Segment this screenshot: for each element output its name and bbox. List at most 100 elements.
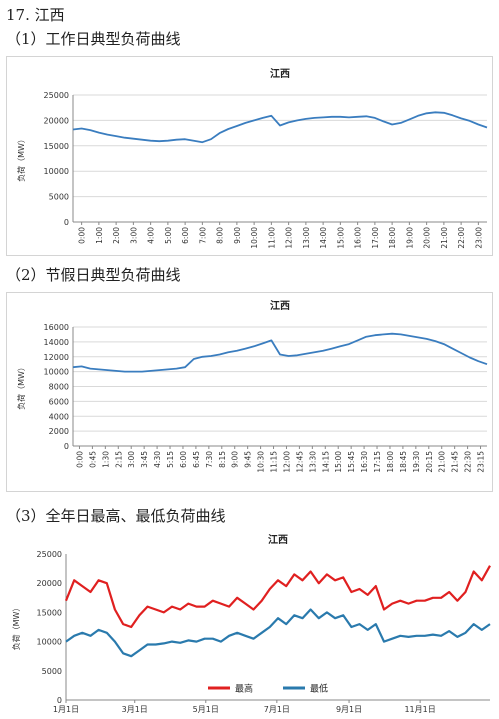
y-tick-label: 25000 <box>37 550 62 559</box>
x-tick-label: 23:15 <box>477 451 486 473</box>
x-tick-label: 14:15 <box>321 451 330 473</box>
y-axis-label: 负荷（MW） <box>16 135 26 182</box>
x-tick-label: 3:00 <box>127 451 136 468</box>
chart-2-box: 江西 0 2000 4000 6000 8000 10000 12000 14000 16000 负… <box>6 292 493 492</box>
x-tick-label: 9:45 <box>244 451 253 468</box>
y-tick-label: 10000 <box>37 638 62 647</box>
x-tick-label: 12:00 <box>285 227 294 249</box>
chart-title: 江西 <box>268 533 288 546</box>
x-tick-label: 5:00 <box>164 227 173 244</box>
holiday-load-chart: 江西 0 2000 4000 6000 8000 10000 12000 14000 16000 负… <box>16 299 488 473</box>
x-tick-label: 6:00 <box>181 227 190 244</box>
legend-label-1: 最高 <box>235 683 253 695</box>
x-tick-label: 7:30 <box>205 451 214 468</box>
series-line-1 <box>64 565 491 629</box>
x-tick-label: 13:30 <box>308 451 317 473</box>
chart-3-heading: （3）全年日最高、最低负荷曲线 <box>6 507 226 525</box>
x-tick-label: 1:30 <box>101 451 110 468</box>
x-tick-label: 12:45 <box>295 451 304 473</box>
y-tick-label: 25000 <box>44 91 69 100</box>
chart-1-box: 江西 0 5000 10000 15000 20000 25000 负荷（MW） 0:00 1:0… <box>6 56 493 256</box>
y-tick-label: 4000 <box>49 412 69 421</box>
y-tick-label: 10000 <box>44 167 69 176</box>
x-tick-label: 7月1日 <box>264 705 290 714</box>
x-tick-label: 8:15 <box>218 451 227 468</box>
x-tick-label: 5:15 <box>166 451 175 468</box>
x-tick-label: 18:45 <box>399 451 408 473</box>
x-tick-label: 11:00 <box>267 227 276 249</box>
y-axis-label: 负荷（MW） <box>11 604 21 651</box>
y-tick-label: 2000 <box>49 427 69 436</box>
x-tick-label: 13:00 <box>302 227 311 249</box>
x-tick-label: 12:00 <box>282 451 291 473</box>
x-tick-label: 16:30 <box>360 451 369 473</box>
y-tick-label: 0 <box>64 442 69 451</box>
y-tick-label: 15000 <box>37 608 62 617</box>
chart-2-heading: （2）节假日典型负荷曲线 <box>6 266 181 284</box>
x-tick-label: 11:15 <box>270 451 279 473</box>
x-tick-label: 11月1日 <box>404 705 435 714</box>
x-tick-label: 22:30 <box>464 451 473 473</box>
x-tick-label: 4:00 <box>147 227 156 244</box>
x-tick-label: 18:00 <box>388 227 397 249</box>
y-tick-label: 5000 <box>49 193 69 202</box>
chart-title: 江西 <box>270 299 290 312</box>
series-line-1 <box>72 111 488 144</box>
x-tick-label: 21:00 <box>440 227 449 249</box>
x-tick-label: 3:45 <box>140 451 149 468</box>
x-tick-label: 15:00 <box>336 227 345 249</box>
y-axis-label: 负荷（MW） <box>16 363 26 410</box>
x-tick-label: 6:00 <box>179 451 188 468</box>
x-tick-label: 21:00 <box>438 451 447 473</box>
x-tick-label: 2:15 <box>114 451 123 468</box>
y-tick-label: 6000 <box>49 397 69 406</box>
chart-1-heading: （1）工作日典型负荷曲线 <box>6 30 181 48</box>
x-tick-label: 9:00 <box>231 451 240 468</box>
x-tick-label: 7:00 <box>198 227 207 244</box>
y-tick-label: 5000 <box>42 667 62 676</box>
x-tick-label: 15:45 <box>347 451 356 473</box>
x-tick-label: 3月1日 <box>122 705 148 714</box>
x-tick-label: 6:45 <box>192 451 201 468</box>
x-tick-label: 17:15 <box>373 451 382 473</box>
y-tick-label: 12000 <box>44 353 69 362</box>
y-tick-label: 14000 <box>44 338 69 347</box>
workday-load-chart: 江西 0 5000 10000 15000 20000 25000 负荷（MW） 0:00 1:0… <box>16 67 488 249</box>
x-tick-label: 16:00 <box>354 227 363 249</box>
chart-title: 江西 <box>270 67 290 80</box>
y-tick-label: 15000 <box>44 142 69 151</box>
y-tick-label: 0 <box>57 696 62 705</box>
x-tick-label: 21:45 <box>451 451 460 473</box>
x-tick-label: 15:00 <box>334 451 343 473</box>
x-tick-label: 9月1日 <box>336 705 362 714</box>
section-title: 17. 江西 <box>6 6 65 24</box>
y-tick-label: 20000 <box>37 579 62 588</box>
x-tick-label: 19:30 <box>412 451 421 473</box>
y-tick-label: 10000 <box>44 368 69 377</box>
x-tick-label: 10:30 <box>257 451 266 473</box>
y-tick-label: 16000 <box>44 323 69 332</box>
x-tick-label: 2:00 <box>112 227 121 244</box>
x-tick-label: 5月1日 <box>193 705 219 714</box>
y-tick-label: 8000 <box>49 383 69 392</box>
x-tick-label: 9:00 <box>233 227 242 244</box>
x-tick-label: 23:00 <box>474 227 483 249</box>
x-tick-label: 14:00 <box>319 227 328 249</box>
x-tick-label: 20:15 <box>425 451 434 473</box>
x-tick-label: 0:00 <box>75 451 84 468</box>
x-tick-label: 8:00 <box>216 227 225 244</box>
chart-3-box: 江西 0 5000 10000 15000 20000 25000 负荷（MW） 1月1日 3月1… <box>6 530 493 717</box>
x-tick-label: 0:00 <box>78 227 87 244</box>
x-tick-label: 19:00 <box>405 227 414 249</box>
series-line-2 <box>65 608 491 658</box>
y-tick-label: 20000 <box>44 116 69 125</box>
x-tick-label: 22:00 <box>457 227 466 249</box>
series-line-1 <box>72 332 488 373</box>
x-tick-label: 0:45 <box>88 451 97 468</box>
x-tick-label: 1月1日 <box>53 705 79 714</box>
x-tick-label: 20:00 <box>423 227 432 249</box>
y-tick-label: 0 <box>64 218 69 227</box>
x-tick-label: 1:00 <box>95 227 104 244</box>
legend-label-2: 最低 <box>310 683 328 695</box>
